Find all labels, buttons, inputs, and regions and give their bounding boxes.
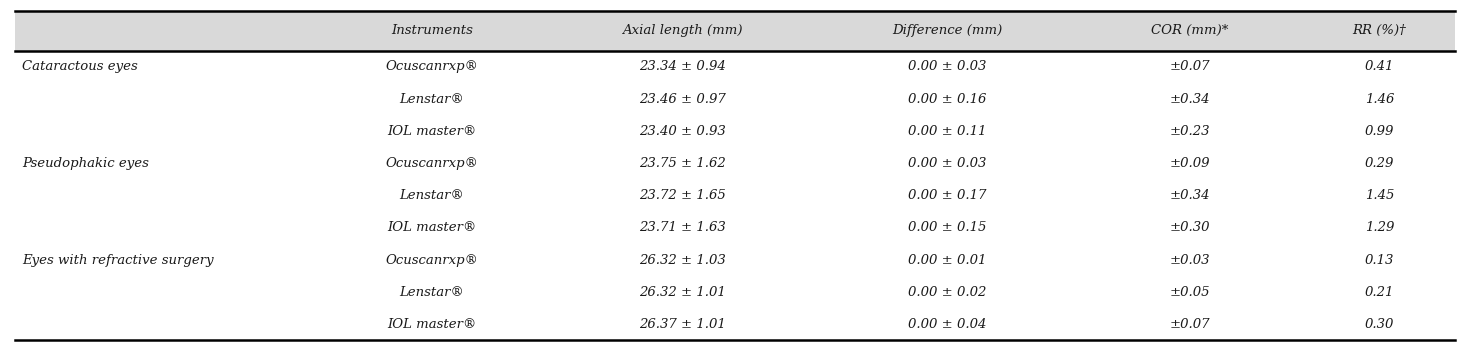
Text: 0.00 ± 0.03: 0.00 ± 0.03 (908, 157, 986, 170)
Text: 26.37 ± 1.01: 26.37 ± 1.01 (638, 318, 725, 331)
Text: Axial length (mm): Axial length (mm) (622, 24, 742, 37)
Text: 0.41: 0.41 (1364, 60, 1394, 73)
Text: Ocuscanrxp®: Ocuscanrxp® (385, 157, 478, 170)
Text: ±0.07: ±0.07 (1170, 60, 1210, 73)
Text: RR (%)†: RR (%)† (1352, 24, 1407, 37)
Text: Pseudophakic eyes: Pseudophakic eyes (22, 157, 148, 170)
Bar (15, 11, 1455, 51)
Text: IOL master®: IOL master® (387, 221, 476, 234)
Text: 23.72 ± 1.65: 23.72 ± 1.65 (638, 189, 725, 202)
Text: 0.21: 0.21 (1364, 286, 1394, 299)
Text: ±0.30: ±0.30 (1170, 221, 1210, 234)
Text: ±0.34: ±0.34 (1170, 189, 1210, 202)
Text: 0.29: 0.29 (1364, 157, 1394, 170)
Text: ±0.05: ±0.05 (1170, 286, 1210, 299)
Text: Eyes with refractive surgery: Eyes with refractive surgery (22, 253, 213, 266)
Text: 0.13: 0.13 (1364, 253, 1394, 266)
Text: 0.99: 0.99 (1364, 125, 1394, 138)
Text: 0.00 ± 0.01: 0.00 ± 0.01 (908, 253, 986, 266)
Text: 1.45: 1.45 (1364, 189, 1394, 202)
Text: IOL master®: IOL master® (387, 318, 476, 331)
Text: 0.00 ± 0.02: 0.00 ± 0.02 (908, 286, 986, 299)
Text: Ocuscanrxp®: Ocuscanrxp® (385, 60, 478, 73)
Text: Difference (mm): Difference (mm) (892, 24, 1003, 37)
Text: COR (mm)*: COR (mm)* (1151, 24, 1229, 37)
Text: 1.46: 1.46 (1364, 93, 1394, 106)
Text: ±0.34: ±0.34 (1170, 93, 1210, 106)
Text: IOL master®: IOL master® (387, 125, 476, 138)
Text: Cataractous eyes: Cataractous eyes (22, 60, 138, 73)
Text: ±0.07: ±0.07 (1170, 318, 1210, 331)
Text: 23.71 ± 1.63: 23.71 ± 1.63 (638, 221, 725, 234)
Text: 26.32 ± 1.01: 26.32 ± 1.01 (638, 286, 725, 299)
Text: 0.30: 0.30 (1364, 318, 1394, 331)
Text: 0.00 ± 0.16: 0.00 ± 0.16 (908, 93, 986, 106)
Text: ±0.03: ±0.03 (1170, 253, 1210, 266)
Text: 23.75 ± 1.62: 23.75 ± 1.62 (638, 157, 725, 170)
Text: 0.00 ± 0.15: 0.00 ± 0.15 (908, 221, 986, 234)
Text: Lenstar®: Lenstar® (400, 93, 465, 106)
Text: 1.29: 1.29 (1364, 221, 1394, 234)
Text: Ocuscanrxp®: Ocuscanrxp® (385, 253, 478, 266)
Text: 0.00 ± 0.17: 0.00 ± 0.17 (908, 189, 986, 202)
Text: 26.32 ± 1.03: 26.32 ± 1.03 (638, 253, 725, 266)
Text: 23.46 ± 0.97: 23.46 ± 0.97 (638, 93, 725, 106)
Text: ±0.23: ±0.23 (1170, 125, 1210, 138)
Text: ±0.09: ±0.09 (1170, 157, 1210, 170)
Text: Lenstar®: Lenstar® (400, 189, 465, 202)
Text: Lenstar®: Lenstar® (400, 286, 465, 299)
Text: 0.00 ± 0.11: 0.00 ± 0.11 (908, 125, 986, 138)
Text: 23.34 ± 0.94: 23.34 ± 0.94 (638, 60, 725, 73)
Text: 0.00 ± 0.04: 0.00 ± 0.04 (908, 318, 986, 331)
Text: Instruments: Instruments (391, 24, 473, 37)
Text: 23.40 ± 0.93: 23.40 ± 0.93 (638, 125, 725, 138)
Text: 0.00 ± 0.03: 0.00 ± 0.03 (908, 60, 986, 73)
